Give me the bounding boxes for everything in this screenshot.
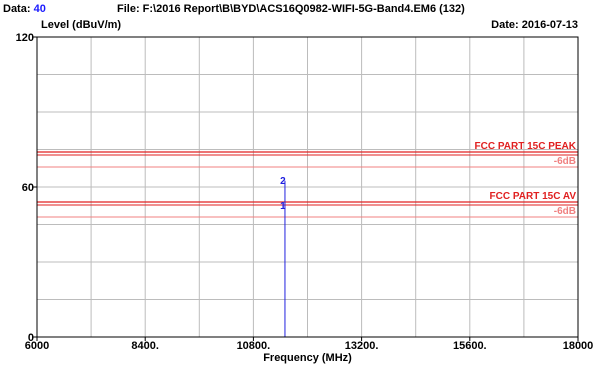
x-axis-label: Frequency (MHz)	[263, 352, 352, 364]
chart-grid	[37, 37, 578, 337]
y-tick-label: 60	[22, 182, 34, 194]
data-value: 40	[33, 3, 46, 15]
test-date: Date: 2016-07-13	[491, 19, 578, 31]
marker-label: 1	[280, 201, 286, 212]
axis-ticks: 6000 8400. 10800. 13200. 15600. 18000 0 60 120	[16, 32, 594, 352]
limit-lines: FCC PART 15C PEAK -6dB FCC PART 15C AV -6dB	[37, 141, 578, 218]
x-tick-label: 6000	[25, 340, 49, 352]
measurement-markers: 12	[280, 176, 286, 337]
y-axis-label: Level (dBuV/m)	[41, 19, 122, 31]
file-path: File: F:\2016 Report\B\BYD\ACS16Q0982-WI…	[117, 3, 465, 15]
x-tick-label: 10800.	[237, 340, 271, 352]
y-tick-label: 0	[28, 332, 34, 344]
marker-label: 2	[280, 176, 286, 187]
data-label: Data:	[3, 3, 31, 15]
x-tick-label: 15600.	[453, 340, 487, 352]
margin-label: -6dB	[554, 156, 576, 167]
margin-label: -6dB	[554, 206, 576, 217]
data-field: Data: 40	[3, 3, 46, 15]
x-tick-label: 18000	[563, 340, 594, 352]
y-tick-label: 120	[16, 32, 34, 44]
x-tick-label: 8400.	[131, 340, 159, 352]
x-tick-label: 13200.	[345, 340, 379, 352]
limit-label: FCC PART 15C AV	[490, 191, 577, 202]
limit-label: FCC PART 15C PEAK	[475, 141, 577, 152]
